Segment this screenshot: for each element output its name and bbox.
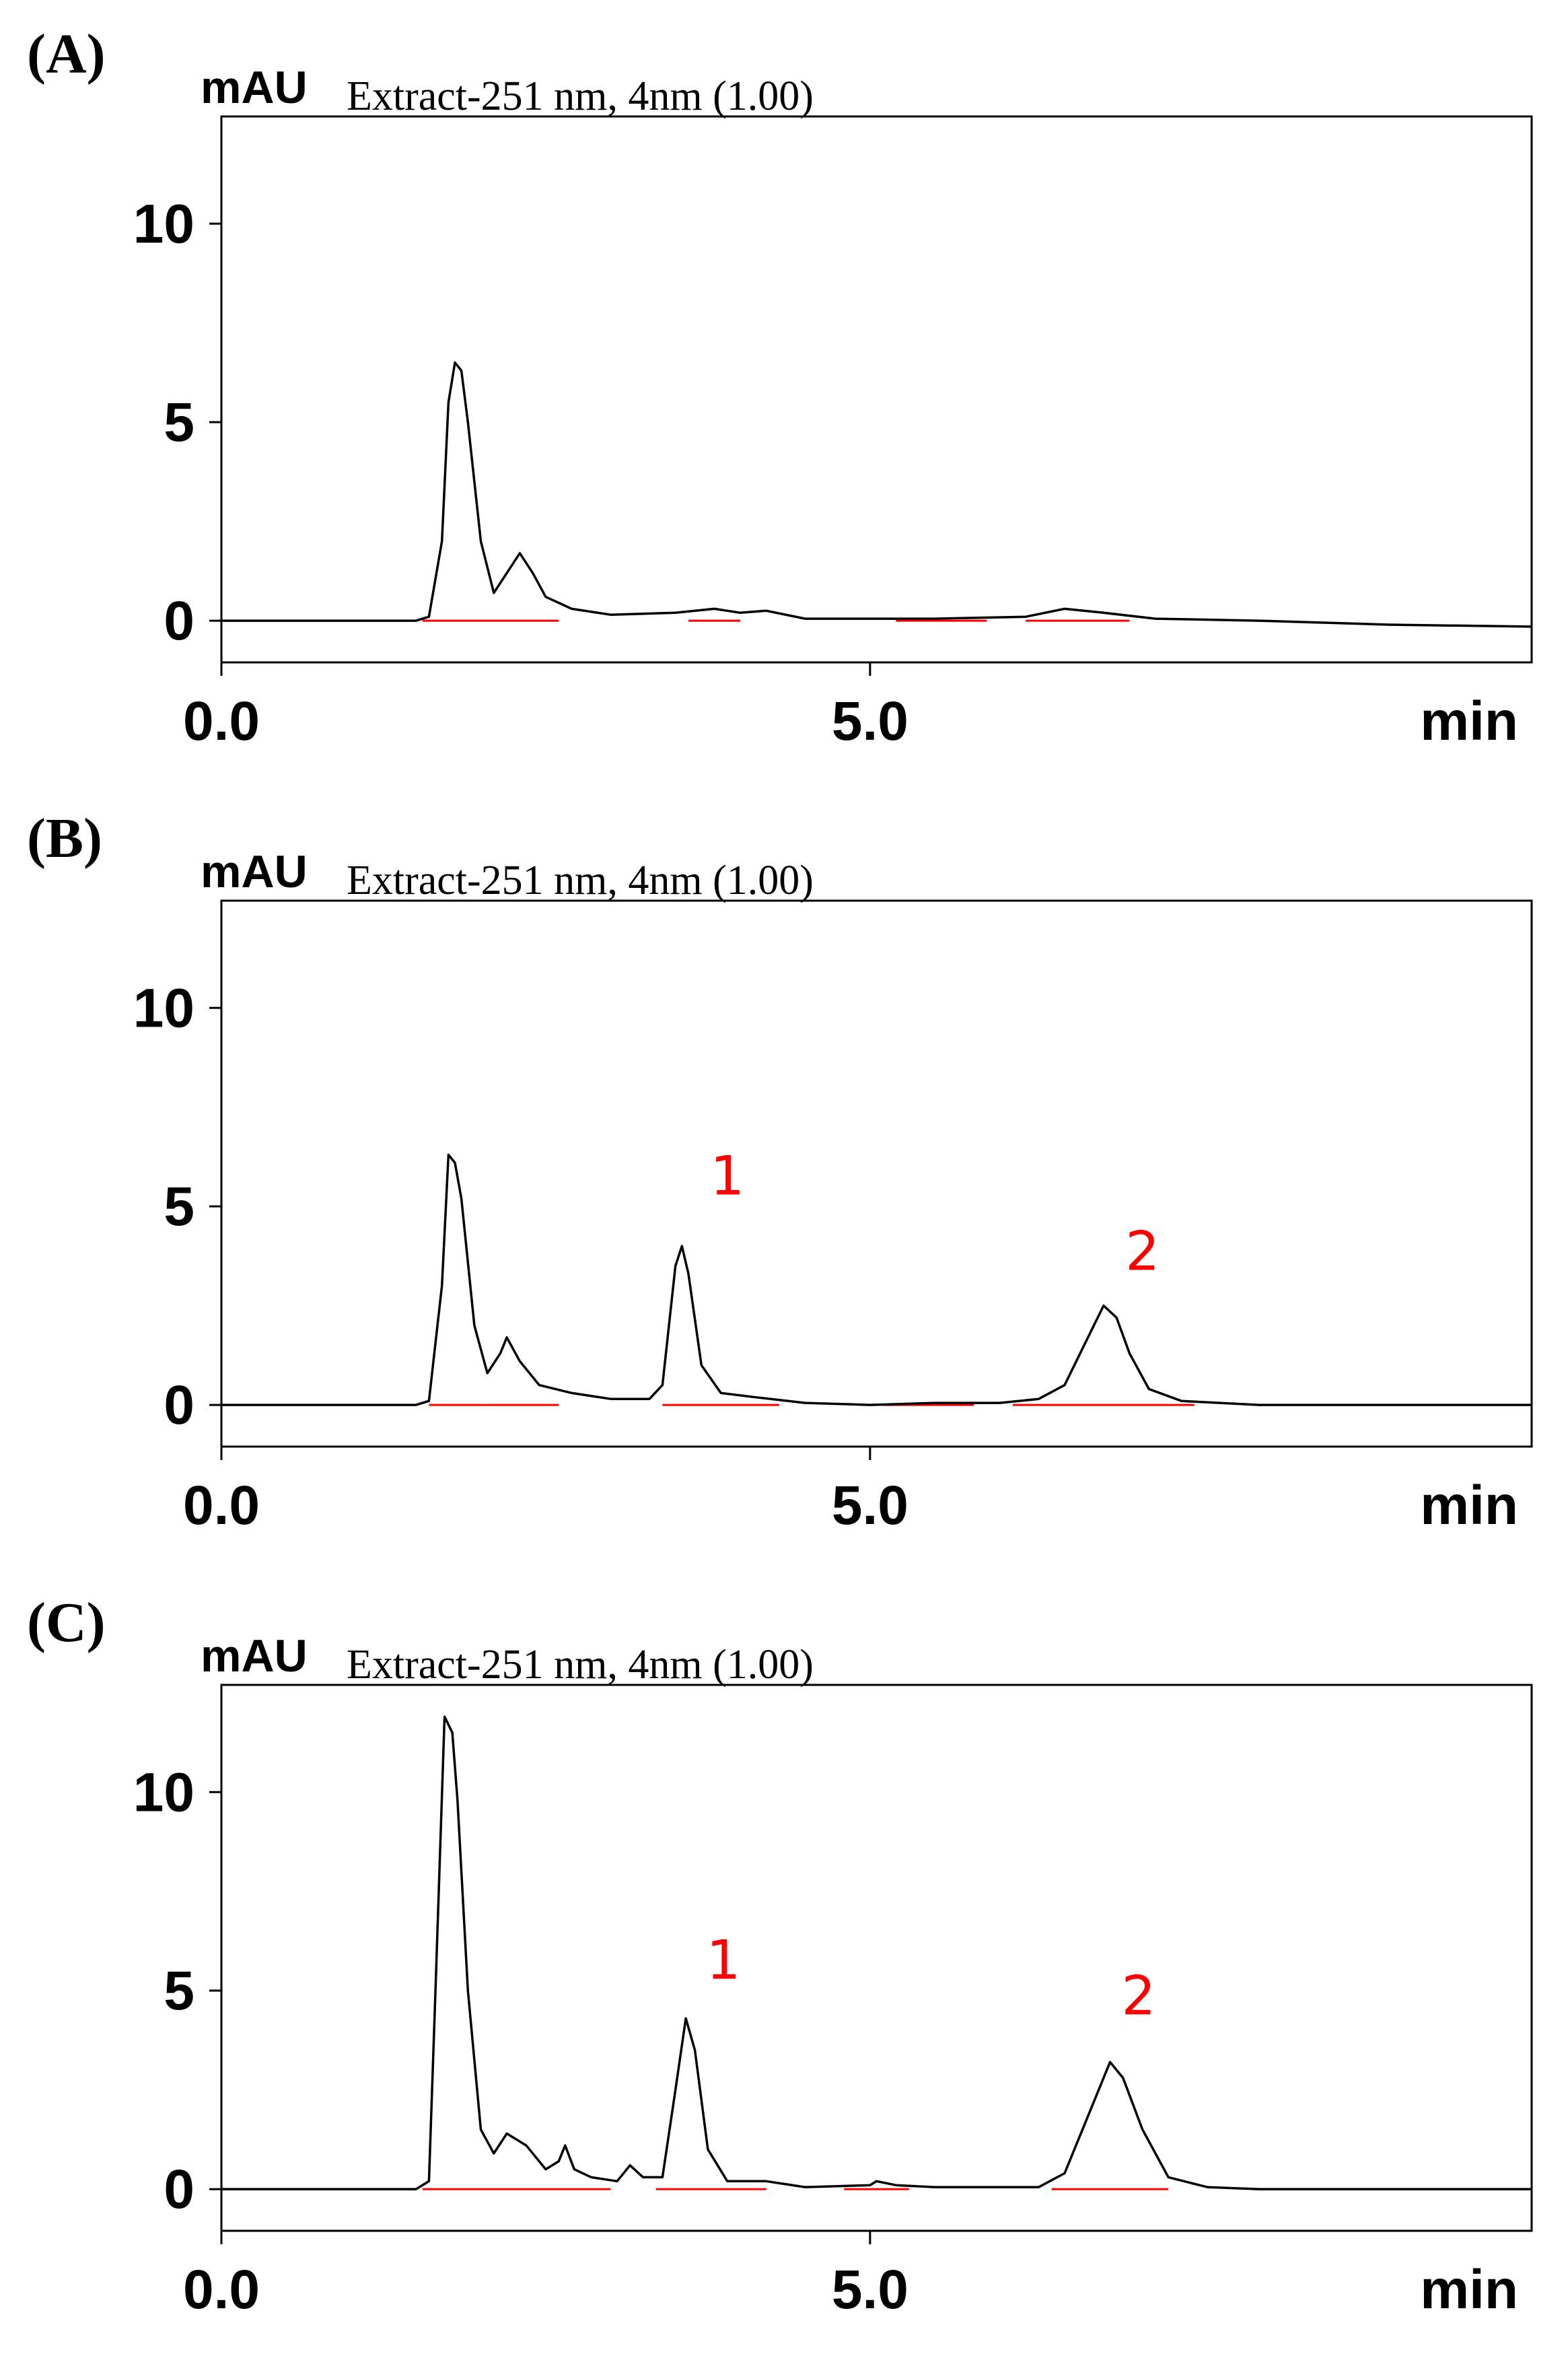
- x-tick-label: 5.0: [832, 1475, 908, 1536]
- y-axis-label: mAU: [201, 62, 308, 113]
- x-axis-label: min: [1420, 2259, 1518, 2320]
- y-tick-label: 5: [164, 1960, 194, 2021]
- plot-frame: [220, 899, 1533, 1448]
- peak-annotation: 1: [707, 1929, 741, 1991]
- x-tick-label: 0.0: [183, 1475, 260, 1536]
- x-axis-label: min: [1420, 691, 1518, 752]
- peak-annotation: 2: [1121, 1965, 1155, 2028]
- y-tick-label: 0: [164, 590, 194, 652]
- panel: (A) mAU Extract-251 nm, 4nm (1.00) 0 5 10 0.0 5…: [27, 23, 1533, 752]
- y-tick-label: 10: [133, 977, 194, 1039]
- y-tick-label: 10: [133, 193, 194, 254]
- y-tick-label: 0: [164, 1375, 194, 1436]
- y-tick-label: 10: [133, 1762, 194, 1823]
- chart-title: Extract-251 nm, 4nm (1.00): [347, 858, 814, 903]
- x-tick-label: 0.0: [183, 691, 260, 752]
- plot-frame: [220, 1684, 1533, 2232]
- trace: [221, 1153, 1532, 1406]
- peak-annotation: 2: [1125, 1220, 1160, 1283]
- peak-annotation: 1: [710, 1144, 744, 1207]
- y-tick-label: 0: [164, 2159, 194, 2220]
- y-tick-label: 5: [164, 1176, 194, 1237]
- x-tick-label: 5.0: [832, 2259, 908, 2320]
- chart-title: Extract-251 nm, 4nm (1.00): [347, 73, 814, 119]
- panel-label: (B): [27, 807, 102, 870]
- trace: [221, 1715, 1532, 2190]
- x-axis-label: min: [1420, 1475, 1518, 1536]
- x-tick-label: 0.0: [183, 2259, 260, 2320]
- panel-label: (A): [27, 23, 106, 85]
- panel: (B) mAU Extract-251 nm, 4nm (1.00) 0 5 10 0.0 5…: [27, 807, 1533, 1536]
- panel: (C) mAU Extract-251 nm, 4nm (1.00) 0 5 10 0.0 5…: [27, 1591, 1533, 2320]
- panel-label: (C): [27, 1591, 106, 1654]
- y-axis-label: mAU: [201, 1630, 308, 1682]
- y-tick-label: 5: [164, 392, 194, 453]
- plot-frame: [220, 115, 1533, 664]
- trace: [221, 361, 1532, 628]
- chart-title: Extract-251 nm, 4nm (1.00): [347, 1642, 814, 1688]
- x-tick-label: 5.0: [832, 691, 908, 752]
- y-axis-label: mAU: [201, 846, 308, 897]
